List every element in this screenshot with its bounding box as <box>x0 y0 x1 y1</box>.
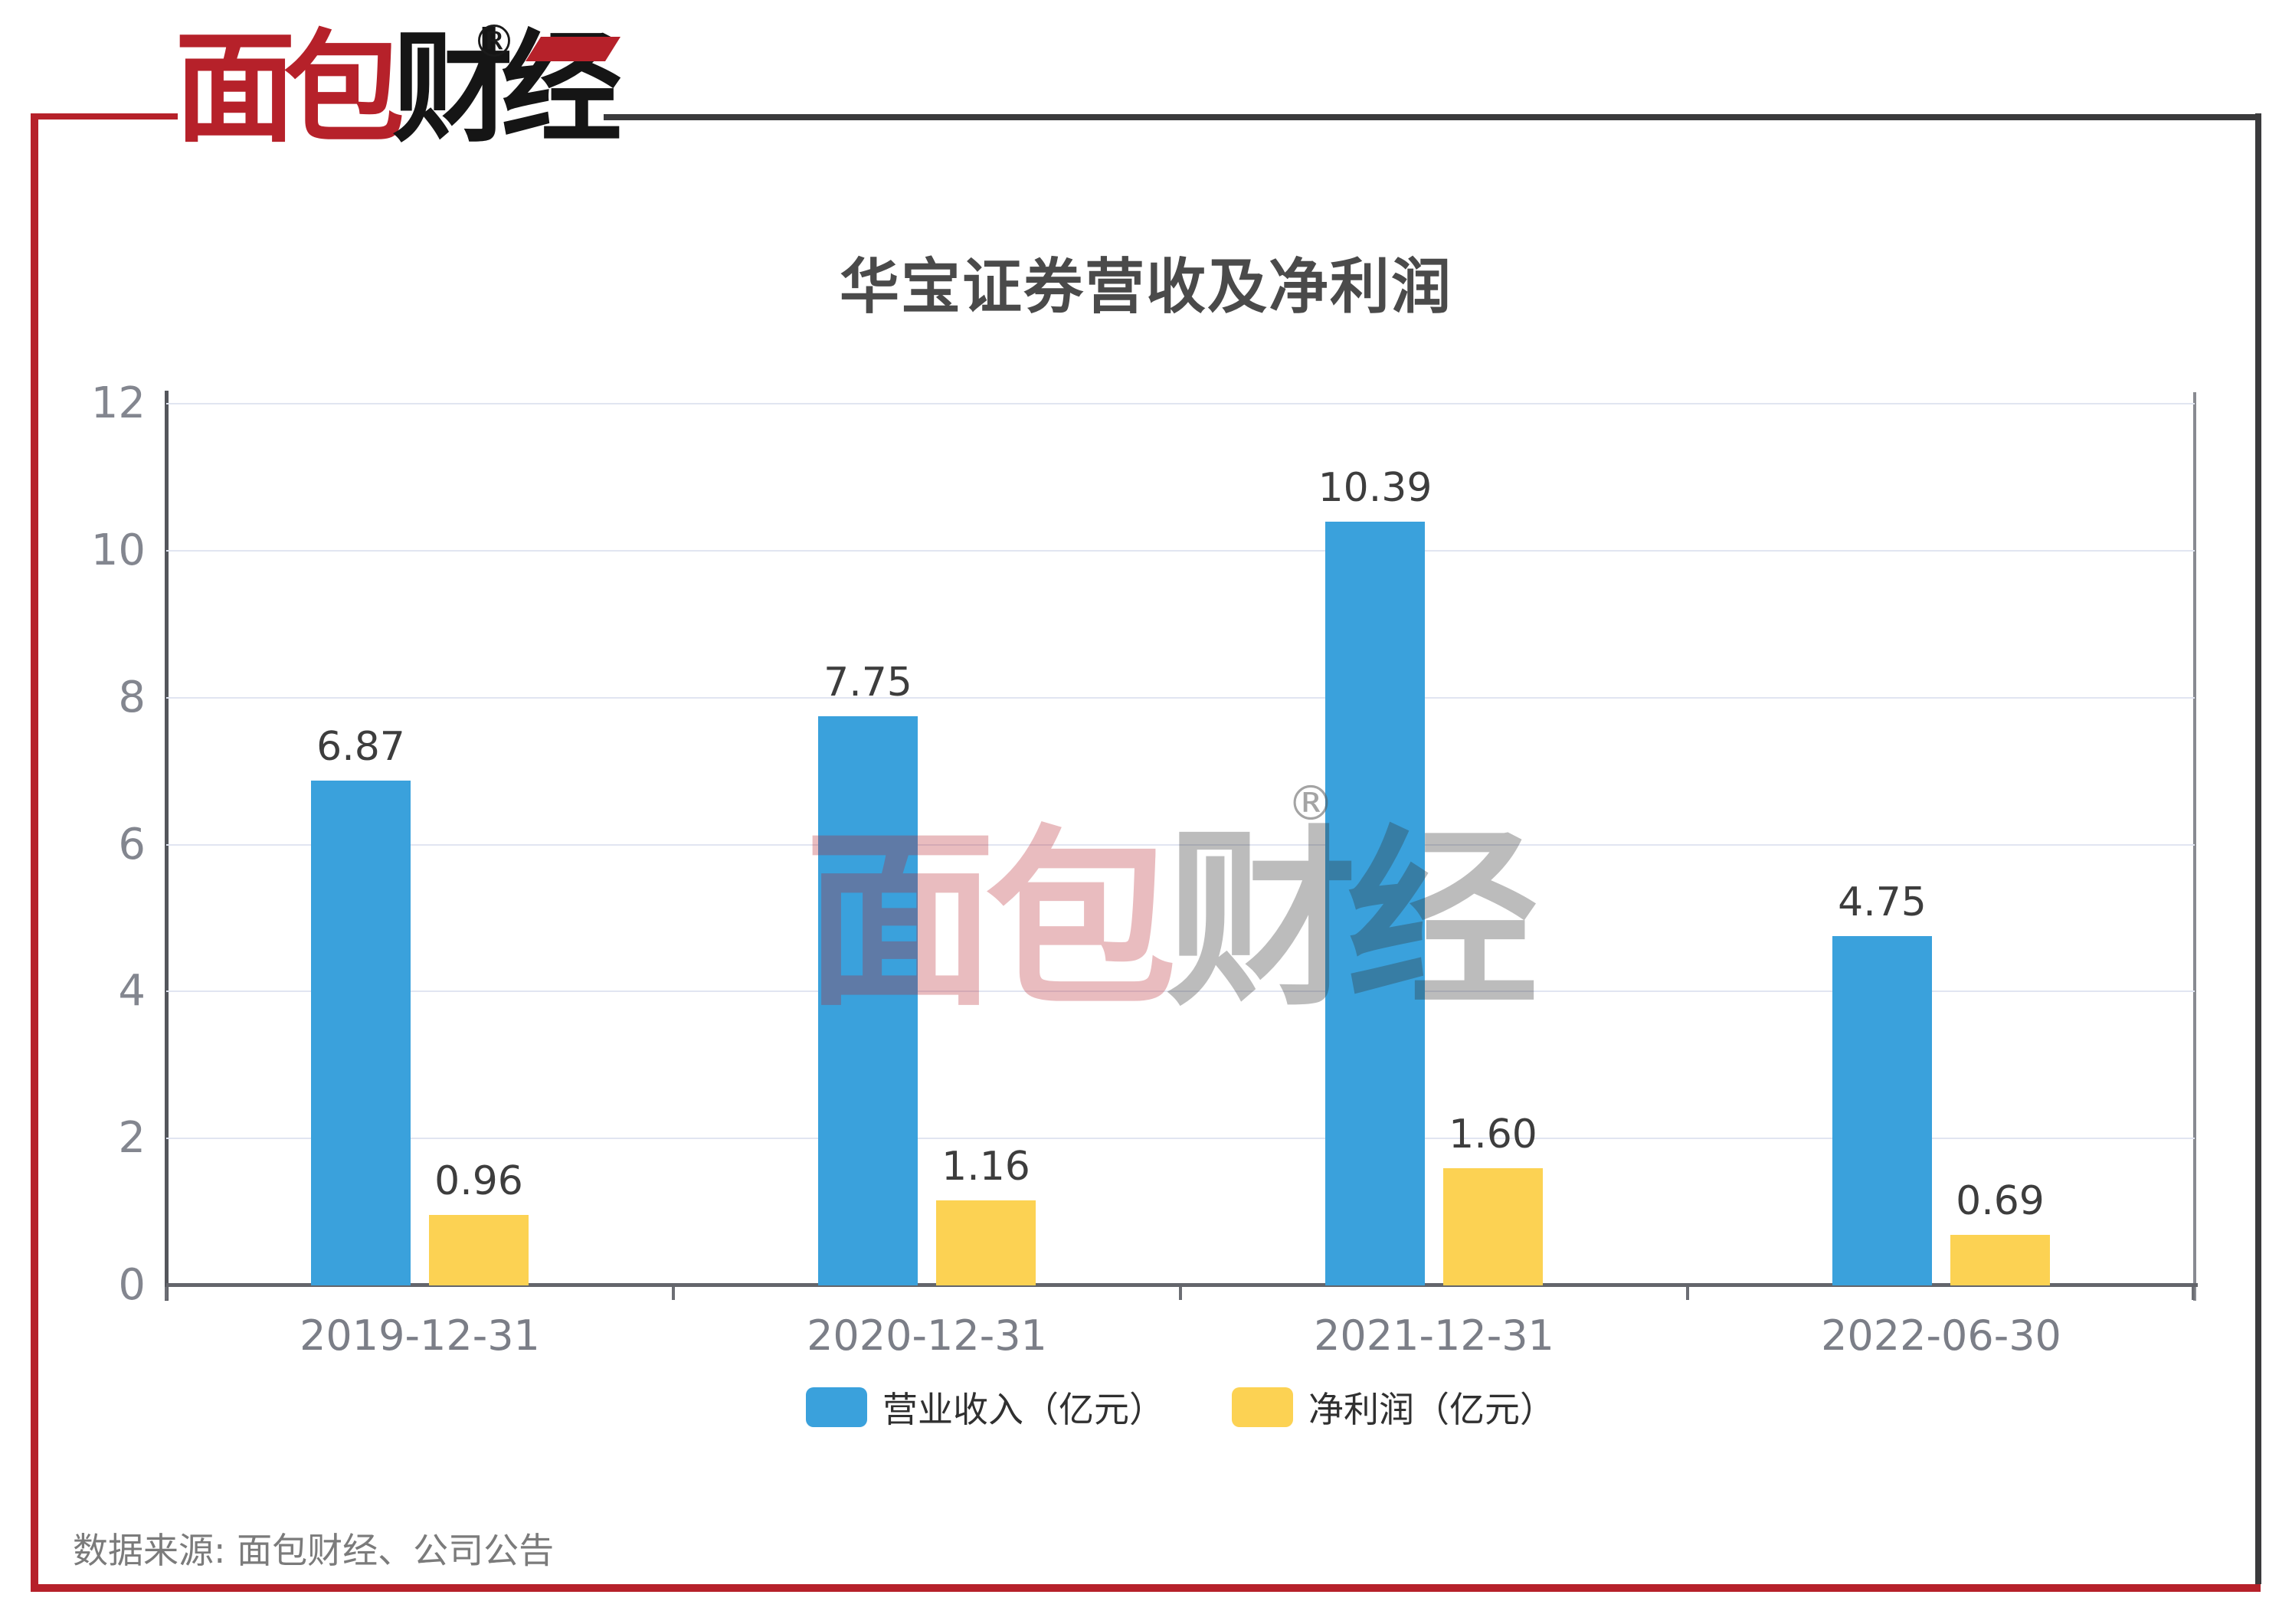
bar-value-label: 4.75 <box>1838 879 1927 926</box>
legend-label-revenue: 营业收入（亿元） <box>882 1389 1164 1430</box>
x-axis-label: 2021-12-31 <box>1314 1311 1554 1360</box>
y-axis-label: 4 <box>118 966 146 1017</box>
x-axis-tick <box>1179 1287 1182 1300</box>
bar-value-label: 7.75 <box>823 659 912 706</box>
bar-value-label: 6.87 <box>316 724 405 771</box>
legend-swatch-net-profit <box>1232 1387 1293 1427</box>
frame-border-top-dark-segment <box>604 114 2261 120</box>
legend-item-revenue: 营业收入（亿元） <box>806 1382 1164 1432</box>
x-axis-tick <box>2192 1287 2195 1300</box>
brand-logo-text: 面包财经 <box>175 14 622 164</box>
x-axis-tick <box>1686 1287 1689 1300</box>
y-axis-label: 8 <box>118 672 146 722</box>
y-axis-label: 12 <box>90 378 146 428</box>
bar-value-label: 0.69 <box>1956 1177 2045 1224</box>
bar-net-profit <box>1950 1234 2050 1285</box>
legend-swatch-revenue <box>806 1387 867 1427</box>
y-axis-label: 2 <box>118 1113 146 1164</box>
brand-logo-red-part: 面包 <box>175 18 404 159</box>
y-axis-label: 10 <box>90 525 146 575</box>
frame-border-right <box>2255 113 2261 1584</box>
brand-logo: 面包财经 ® <box>175 14 634 167</box>
legend-item-net-profit: 净利润（亿元） <box>1232 1382 1555 1432</box>
x-axis-line <box>166 1283 2198 1287</box>
bar-net-profit <box>429 1214 529 1285</box>
y-axis-labels: 0 2 4 6 8 10 12 <box>31 0 146 1624</box>
source-note: 数据来源: 面包财经、公司公告 <box>73 1530 555 1571</box>
y-axis-label: 6 <box>118 819 146 869</box>
plot-right-border-line <box>2193 392 2196 1301</box>
y-axis-label: 0 <box>118 1260 146 1310</box>
bar-revenue <box>1832 936 1932 1285</box>
bar-value-label: 10.39 <box>1318 465 1432 512</box>
gridline <box>166 843 2195 846</box>
chart-legend: 营业收入（亿元） 净利润（亿元） <box>166 1382 2195 1432</box>
bar-net-profit <box>1443 1167 1543 1285</box>
bar-revenue <box>1325 522 1425 1285</box>
x-axis-label: 2020-12-31 <box>807 1311 1047 1360</box>
gridline <box>166 1138 2195 1140</box>
y-axis-line <box>165 391 169 1301</box>
bar-value-label: 1.60 <box>1449 1111 1537 1157</box>
chart-title: 华宝证券营收及净利润 <box>839 253 1452 322</box>
frame-border-bottom <box>31 1584 2261 1592</box>
plot-area: 6.87 7.75 10.39 4.75 0.96 1.16 1.60 0.69 2019-12… <box>165 403 2198 1360</box>
legend-label-net-profit: 净利润（亿元） <box>1308 1389 1555 1430</box>
gridline <box>166 549 2195 552</box>
bar-revenue <box>818 715 918 1285</box>
brand-logo-accent <box>526 37 620 61</box>
x-axis-tick <box>672 1287 675 1300</box>
bar-value-label: 1.16 <box>941 1143 1030 1190</box>
bar-revenue <box>311 781 411 1285</box>
x-axis-tick <box>165 1287 168 1300</box>
frame-border-top-red-segment <box>31 113 178 120</box>
gridline <box>166 403 2195 404</box>
x-axis-label: 2019-12-31 <box>300 1311 540 1360</box>
bar-value-label: 0.96 <box>434 1157 523 1204</box>
x-axis-label: 2022-06-30 <box>1821 1311 2061 1360</box>
registered-trademark-icon: ® <box>472 15 516 67</box>
gridline <box>166 990 2195 993</box>
gridline <box>166 696 2195 699</box>
bar-net-profit <box>936 1200 1036 1285</box>
frame-border-left <box>31 113 38 1592</box>
